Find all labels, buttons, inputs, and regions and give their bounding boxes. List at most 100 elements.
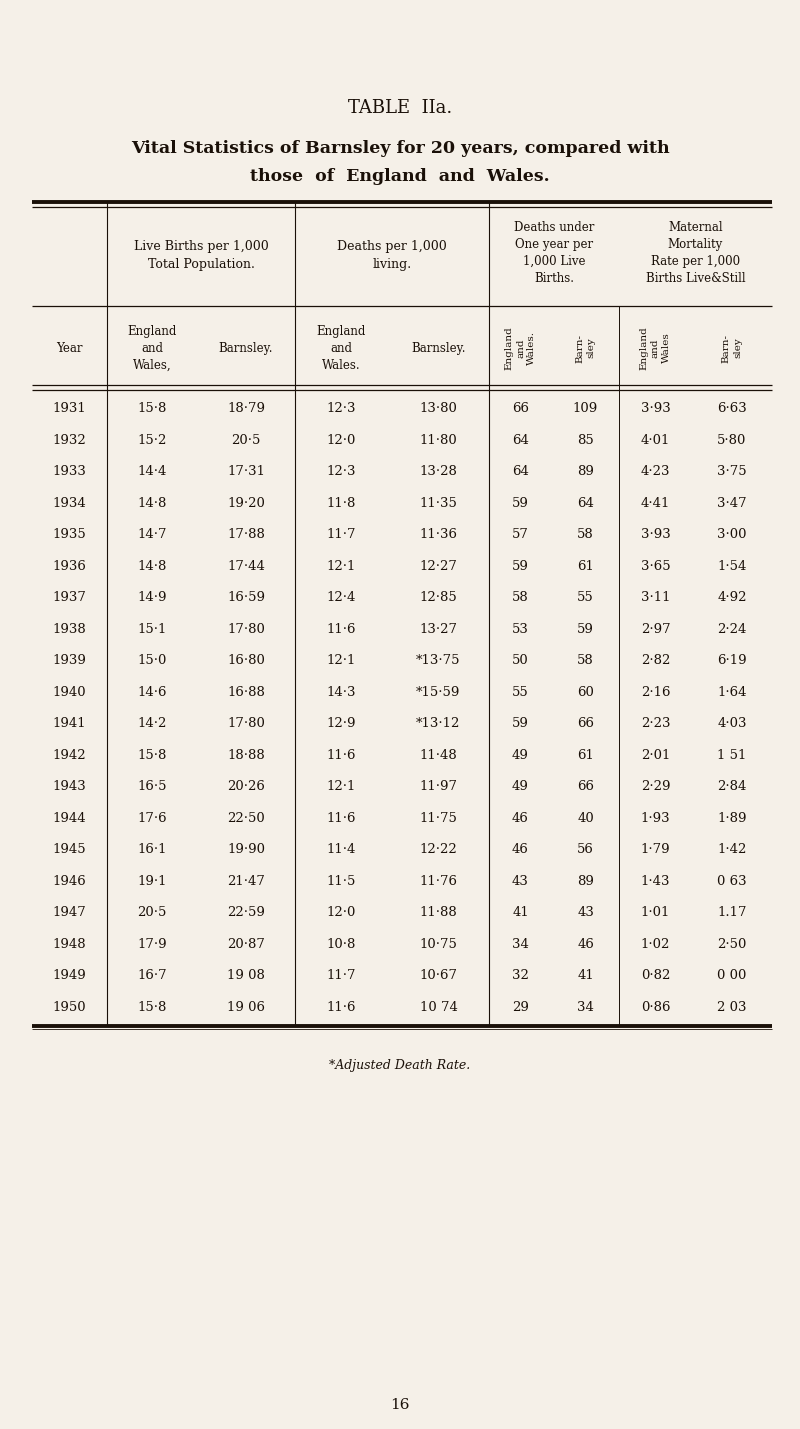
Text: 3·11: 3·11: [641, 592, 670, 604]
Text: Year: Year: [56, 342, 82, 354]
Text: 12·9: 12·9: [326, 717, 356, 730]
Text: 40: 40: [577, 812, 594, 825]
Text: Maternal
Mortality
Rate per 1,000
Births Live&Still: Maternal Mortality Rate per 1,000 Births…: [646, 220, 746, 284]
Text: 50: 50: [512, 654, 529, 667]
Text: 11·35: 11·35: [419, 497, 458, 510]
Text: 41: 41: [512, 906, 529, 919]
Text: 11·5: 11·5: [327, 875, 356, 887]
Text: 13·27: 13·27: [419, 623, 458, 636]
Text: 1939: 1939: [53, 654, 86, 667]
Text: 0·82: 0·82: [641, 969, 670, 982]
Text: 2·29: 2·29: [641, 780, 670, 793]
Text: 2·16: 2·16: [641, 686, 670, 699]
Text: 1932: 1932: [53, 434, 86, 447]
Text: 11·6: 11·6: [326, 749, 356, 762]
Text: 19·20: 19·20: [227, 497, 265, 510]
Text: 11·7: 11·7: [326, 969, 356, 982]
Text: 11·4: 11·4: [327, 843, 356, 856]
Text: 11·97: 11·97: [419, 780, 458, 793]
Text: 4·41: 4·41: [641, 497, 670, 510]
Text: *15·59: *15·59: [416, 686, 461, 699]
Text: 1948: 1948: [53, 937, 86, 950]
Text: 66: 66: [577, 717, 594, 730]
Text: Vital Statistics of Barnsley for 20 years, compared with: Vital Statistics of Barnsley for 20 year…: [130, 140, 670, 157]
Text: 4·03: 4·03: [718, 717, 746, 730]
Text: 89: 89: [577, 466, 594, 479]
Text: 1·93: 1·93: [641, 812, 670, 825]
Text: 17·80: 17·80: [227, 717, 265, 730]
Text: 0·86: 0·86: [641, 1000, 670, 1013]
Text: 46: 46: [512, 843, 529, 856]
Text: 17·80: 17·80: [227, 623, 265, 636]
Text: Barn-
sley: Barn- sley: [722, 333, 742, 363]
Text: 12·3: 12·3: [326, 402, 356, 416]
Text: 59: 59: [512, 497, 529, 510]
Text: 1·43: 1·43: [641, 875, 670, 887]
Text: 13·28: 13·28: [419, 466, 458, 479]
Text: 0 00: 0 00: [718, 969, 746, 982]
Text: 2·01: 2·01: [641, 749, 670, 762]
Text: 4·92: 4·92: [718, 592, 746, 604]
Text: England
and
Wales: England and Wales: [640, 326, 671, 370]
Text: 1942: 1942: [53, 749, 86, 762]
Text: 12·27: 12·27: [419, 560, 458, 573]
Text: 6·19: 6·19: [717, 654, 747, 667]
Text: 11·8: 11·8: [327, 497, 356, 510]
Text: 2·82: 2·82: [641, 654, 670, 667]
Text: 3·47: 3·47: [717, 497, 747, 510]
Text: 1947: 1947: [53, 906, 86, 919]
Text: 2·97: 2·97: [641, 623, 670, 636]
Text: 64: 64: [577, 497, 594, 510]
Text: 10·8: 10·8: [327, 937, 356, 950]
Text: 15·8: 15·8: [138, 749, 166, 762]
Text: 13·80: 13·80: [419, 402, 458, 416]
Text: 15·8: 15·8: [138, 402, 166, 416]
Text: 12·3: 12·3: [326, 466, 356, 479]
Text: 11·76: 11·76: [419, 875, 458, 887]
Text: 12·0: 12·0: [327, 434, 356, 447]
Text: 15·8: 15·8: [138, 1000, 166, 1013]
Text: 12·0: 12·0: [327, 906, 356, 919]
Text: 55: 55: [577, 592, 594, 604]
Text: 14·9: 14·9: [138, 592, 166, 604]
Text: 49: 49: [512, 780, 529, 793]
Text: 11·36: 11·36: [419, 529, 458, 542]
Text: 4·23: 4·23: [641, 466, 670, 479]
Text: England
and
Wales,: England and Wales,: [127, 324, 177, 372]
Text: 1·79: 1·79: [641, 843, 670, 856]
Text: 34: 34: [512, 937, 529, 950]
Text: 89: 89: [577, 875, 594, 887]
Text: 41: 41: [577, 969, 594, 982]
Text: 14·2: 14·2: [138, 717, 166, 730]
Text: 20·5: 20·5: [231, 434, 261, 447]
Text: 64: 64: [512, 434, 529, 447]
Text: 16·7: 16·7: [137, 969, 167, 982]
Text: 17·44: 17·44: [227, 560, 265, 573]
Text: 11·80: 11·80: [420, 434, 458, 447]
Text: 2·23: 2·23: [641, 717, 670, 730]
Text: 1·64: 1·64: [718, 686, 746, 699]
Text: *Adjusted Death Rate.: *Adjusted Death Rate.: [330, 1059, 470, 1073]
Text: 16·88: 16·88: [227, 686, 265, 699]
Text: 49: 49: [512, 749, 529, 762]
Text: 1931: 1931: [53, 402, 86, 416]
Text: 1936: 1936: [53, 560, 86, 573]
Text: 12·1: 12·1: [327, 654, 356, 667]
Text: 11·88: 11·88: [420, 906, 458, 919]
Text: 12·4: 12·4: [327, 592, 356, 604]
Text: 17·6: 17·6: [137, 812, 167, 825]
Text: *13·12: *13·12: [416, 717, 461, 730]
Text: 3·93: 3·93: [641, 402, 670, 416]
Text: 1941: 1941: [53, 717, 86, 730]
Text: 1935: 1935: [53, 529, 86, 542]
Text: 17·9: 17·9: [137, 937, 167, 950]
Text: 43: 43: [577, 906, 594, 919]
Text: 15·2: 15·2: [138, 434, 166, 447]
Text: 53: 53: [512, 623, 529, 636]
Text: 22·50: 22·50: [227, 812, 265, 825]
Text: 3·00: 3·00: [718, 529, 746, 542]
Text: 1944: 1944: [53, 812, 86, 825]
Text: 12·22: 12·22: [420, 843, 458, 856]
Text: 4·01: 4·01: [641, 434, 670, 447]
Text: 1943: 1943: [53, 780, 86, 793]
